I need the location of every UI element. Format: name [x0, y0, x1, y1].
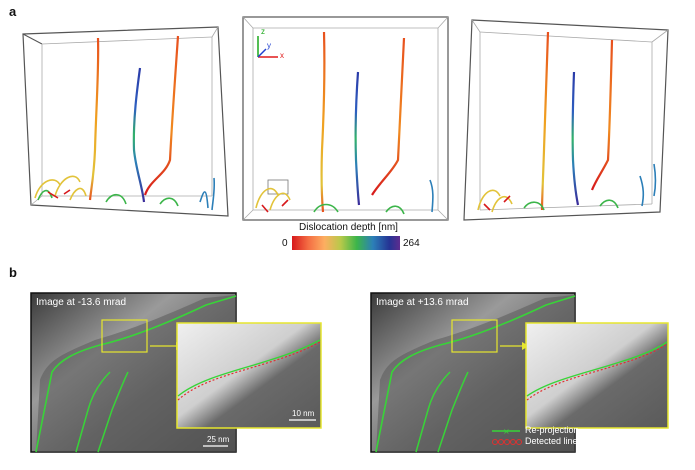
box-3d-middle [242, 16, 449, 221]
sem-image-left [30, 292, 322, 453]
svg-text:×: × [503, 427, 510, 436]
axis-label-z: z [261, 27, 265, 36]
box-3d-right [463, 19, 669, 221]
main-scale-label: 25 nm [207, 435, 230, 444]
colorbar-min-label: 0 [282, 238, 288, 249]
colorbar-title: Dislocation depth [nm] [299, 222, 398, 233]
colorbar [292, 236, 400, 250]
panel-label-b: b [9, 265, 17, 280]
left-image-title: Image at -13.6 mrad [36, 297, 127, 308]
legend-detected-marker [492, 439, 522, 445]
right-image-title: Image at +13.6 mrad [376, 297, 469, 308]
axis-triad [257, 36, 278, 58]
legend-reprojection-label: Re-projection [525, 425, 579, 435]
axis-label-x: x [280, 51, 284, 60]
box-3d-left [22, 26, 229, 217]
colorbar-max-label: 264 [403, 238, 420, 249]
legend-detected-label: Detected line [525, 436, 578, 446]
sem-image-right: × [370, 292, 669, 453]
legend-reprojection-marker: × [492, 427, 520, 436]
axis-label-y: y [267, 41, 271, 50]
inset-scale-label: 10 nm [292, 409, 315, 418]
panel-label-a: a [9, 4, 17, 19]
